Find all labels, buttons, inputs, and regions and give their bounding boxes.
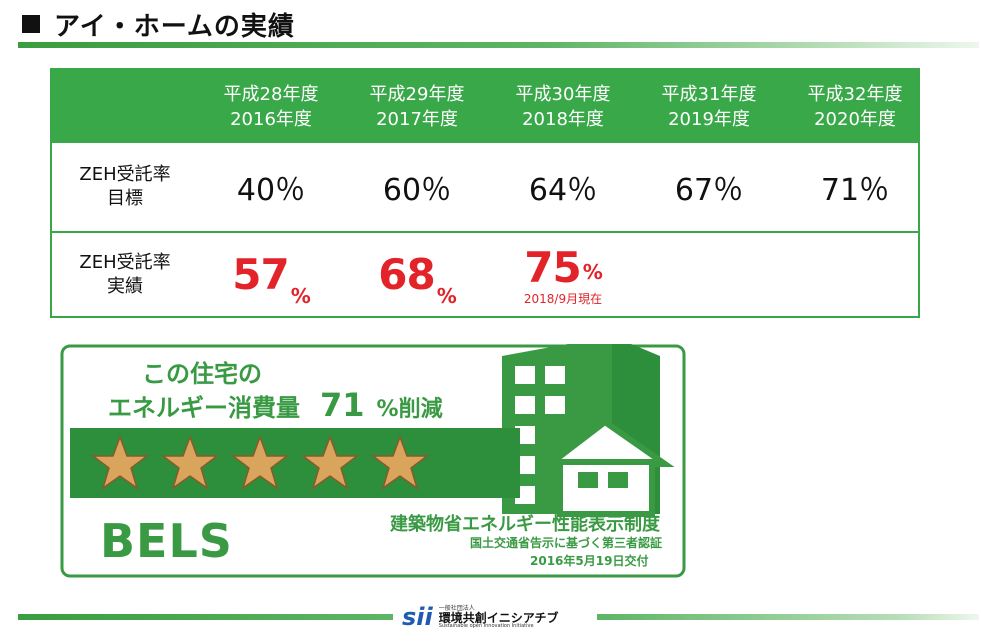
actual-value: 68 [378,250,435,299]
star-icon [300,434,360,490]
target-cell: 71％ [820,173,890,208]
star-icon [230,434,290,490]
target-cell: 60％ [382,173,452,208]
column-header-2016: 平成28年度 2016年度 [223,83,319,130]
column-header-2020: 平成32年度 2020年度 [807,83,903,130]
target-cell: 64％ [528,173,598,208]
table-header: 平成28年度 2016年度 平成29年度 2017年度 平成30年度 2018年… [52,70,918,143]
org-name: 環境共創イニシアチブ [438,610,559,625]
bels-line2: エネルギー消費量 71 %削減 [108,386,443,424]
table-row-actual: ZEH受託率 実績 57 % 68 % 75 % 2018/9月現在 [52,233,918,316]
page-title: アイ・ホームの実績 [54,11,295,42]
square-bullet-icon [22,15,40,33]
footer-bar-left [18,614,393,620]
title-underline [18,42,979,48]
bels-logo: BELS [100,514,233,568]
bels-certificate: この住宅の エネルギー消費量 71 %削減 BELS 建築物省エネルギー性能表示… [60,344,686,578]
zeh-table: 平成28年度 2016年度 平成29年度 2017年度 平成30年度 2018年… [50,68,920,318]
sii-mark: sii [402,603,433,631]
actual-unit: % [582,259,603,284]
star-band [70,428,520,498]
house-icon [541,418,675,517]
as-of-note: 2018/9月現在 [523,291,603,306]
star-icon [90,434,150,490]
actual-cell: 75 % 2018/9月現在 [490,233,636,316]
footer-bar-right [597,614,979,620]
target-cell: 67％ [674,173,744,208]
bels-certification-note: 国土交通省告示に基づく第三者認証 [470,536,663,550]
column-header-2017: 平成29年度 2017年度 [369,83,465,130]
star-icon [370,434,430,490]
actual-cell: 57 % [198,233,344,316]
column-header-2019: 平成31年度 2019年度 [661,83,757,130]
sii-logo: sii 一般社団法人 環境共創イニシアチブ Sustainable open I… [402,603,559,631]
column-header-2018: 平成30年度 2018年度 [515,83,611,130]
row-label-target: ZEH受託率 目標 [79,164,171,209]
bels-line1: この住宅の [142,360,262,388]
row-label-actual: ZEH受託率 実績 [79,251,171,297]
actual-value: 75 [524,242,581,292]
actual-cell: 68 % [344,233,490,316]
star-icon [160,434,220,490]
target-cell: 40％ [236,173,306,208]
bels-caption: 建築物省エネルギー性能表示制度 [390,514,660,535]
actual-unit: % [290,284,311,308]
bels-reduction-value: 71 [320,386,365,424]
actual-unit: % [436,284,457,308]
bels-issue-date: 2016年5月19日交付 [530,554,649,568]
table-row-target: ZEH受託率 目標 40％ 60％ 64％ 67％ 71％ [52,143,918,233]
actual-value: 57 [232,250,289,299]
page-header: アイ・ホームの実績 [22,4,295,44]
